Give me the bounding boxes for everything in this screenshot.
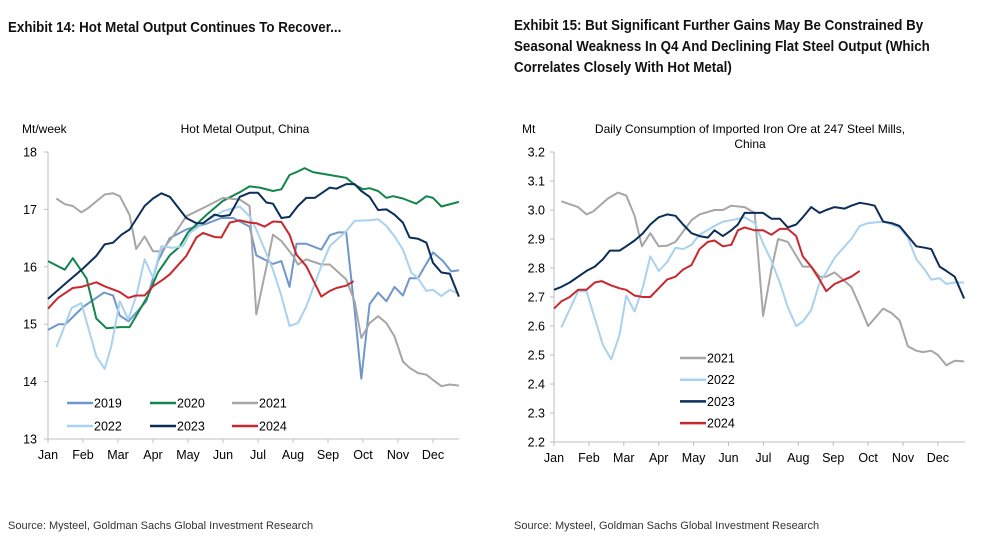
chart2-y-tick-label: 2.8 (528, 262, 545, 276)
chart1-series-2019-line (47, 217, 460, 380)
chart2-legend-label-2022: 2022 (707, 373, 735, 387)
chart1-series-2021-line (55, 192, 460, 388)
exhibit-15-source: Source: Mysteel, Goldman Sachs Global In… (514, 520, 820, 532)
chart2-y-tick-label: 3.1 (528, 175, 545, 189)
chart2-y-axis-label: Mt (522, 122, 536, 136)
chart1-series-2024-line (47, 219, 355, 310)
chart1-legend-label-2020: 2020 (177, 397, 205, 411)
chart2-x-tick-label: Apr (649, 451, 668, 465)
chart1-x-tick-label: Apr (143, 448, 162, 462)
chart2-y-tick-label: 3.0 (528, 204, 545, 218)
chart2-legend-label-2021: 2021 (707, 352, 735, 366)
chart1-y-tick-label: 16 (23, 260, 37, 274)
exhibit-14-source: Source: Mysteel, Goldman Sachs Global In… (8, 520, 314, 532)
chart1-y-axis-label: Mt/week (22, 122, 68, 136)
chart1-y-tick-label: 14 (23, 375, 37, 389)
chart2-y-tick-label: 2.2 (528, 436, 545, 450)
chart2-x-tick-label: Jan (544, 451, 564, 465)
chart1-series-2020-line (47, 167, 460, 330)
chart2-y-tick-label: 3.2 (528, 146, 545, 160)
chart2-title: Daily Consumption of Imported Iron Ore a… (595, 122, 905, 136)
chart1-x-tick-label: Aug (282, 448, 304, 462)
chart2-x-tick-label: Mar (613, 451, 635, 465)
chart1-x-tick-label: Oct (353, 448, 373, 462)
chart2-series-2023-line (553, 201, 966, 299)
chart2-title: China (734, 137, 766, 151)
chart1-x-tick-label: May (176, 448, 200, 462)
chart2-x-tick-label: Aug (787, 451, 809, 465)
chart1-y-tick-label: 18 (23, 146, 37, 160)
chart1-title: Hot Metal Output, China (181, 122, 310, 136)
chart1-x-tick-label: Sep (317, 448, 339, 462)
chart1-y-tick-label: 17 (23, 203, 37, 217)
chart1-legend-label-2021: 2021 (259, 397, 287, 411)
chart1-y-tick-label: 15 (23, 318, 37, 332)
chart2-legend-label-2023: 2023 (707, 395, 735, 409)
chart1-series-2022-line (55, 205, 460, 370)
chart2-series-2024-line (553, 226, 861, 310)
chart2-x-tick-label: Sep (822, 451, 844, 465)
chart1-legend-label-2019: 2019 (94, 397, 122, 411)
chart2-y-tick-label: 2.3 (528, 407, 545, 421)
chart2-x-tick-label: Jun (718, 451, 738, 465)
chart2-legend-label-2024: 2024 (707, 417, 735, 431)
chart2-y-tick-label: 2.9 (528, 233, 545, 247)
chart1-legend-label-2024: 2024 (259, 420, 287, 434)
chart2-x-tick-label: Nov (892, 451, 915, 465)
chart1-x-tick-label: Jun (213, 448, 233, 462)
chart2-x-tick-label: Dec (927, 451, 949, 465)
chart2-y-tick-label: 2.6 (528, 320, 545, 334)
chart2-y-tick-label: 2.4 (528, 378, 545, 392)
chart1-legend-label-2022: 2022 (94, 420, 122, 434)
chart2-series-2021-line (560, 191, 965, 367)
chart1-series-2023-line (47, 183, 460, 300)
chart1-x-tick-label: Nov (387, 448, 410, 462)
chart2-x-tick-label: Oct (858, 451, 878, 465)
chart1-x-tick-label: Mar (107, 448, 129, 462)
chart1-x-tick-label: Feb (72, 448, 94, 462)
chart2-y-tick-label: 2.7 (528, 291, 545, 305)
chart2-x-tick-label: May (682, 451, 706, 465)
chart1-y-tick-label: 13 (23, 433, 37, 447)
chart1-x-tick-label: Dec (422, 448, 444, 462)
chart1-legend-label-2023: 2023 (177, 420, 205, 434)
chart2-x-tick-label: Jul (755, 451, 771, 465)
exhibit-15-title: Exhibit 15: But Significant Further Gain… (514, 18, 930, 76)
chart2-x-tick-label: Feb (578, 451, 600, 465)
exhibit-14-title: Exhibit 14: Hot Metal Output Continues T… (8, 20, 342, 36)
chart1-x-tick-label: Jul (250, 448, 266, 462)
chart2-y-tick-label: 2.5 (528, 349, 545, 363)
chart1-x-tick-label: Jan (38, 448, 58, 462)
